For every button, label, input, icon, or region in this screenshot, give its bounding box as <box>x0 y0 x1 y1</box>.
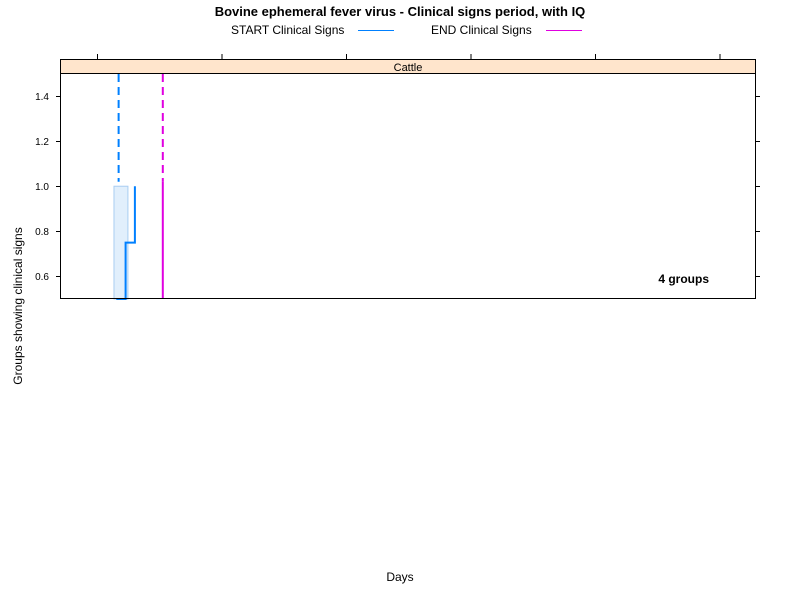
x-axis-label: Days <box>386 570 414 584</box>
y-tick-label: 1.2 <box>35 137 49 148</box>
y-tick-label: 0.8 <box>35 227 49 238</box>
y-tick-label: 1.0 <box>35 182 49 193</box>
legend-swatch-end <box>545 30 582 32</box>
panel-strip-label: Cattle <box>394 62 423 74</box>
legend-label-start: START Clinical Signs <box>231 23 345 37</box>
y-tick-label: 0.6 <box>35 272 49 283</box>
chart-title: Bovine ephemeral fever virus - Clinical … <box>214 4 586 19</box>
y-axis-label: Groups showing clinical signs <box>11 227 25 385</box>
legend: START Clinical Signs END Clinical Signs <box>0 23 800 39</box>
legend-item-end: END Clinical Signs <box>431 23 582 37</box>
legend-swatch-start <box>358 30 395 32</box>
group-count-annotation: 4 groups <box>658 272 709 286</box>
plot-frame <box>60 73 756 299</box>
y-tick-label: 1.4 <box>35 92 49 103</box>
legend-item-start: START Clinical Signs <box>231 23 395 37</box>
legend-label-end: END Clinical Signs <box>431 23 532 37</box>
